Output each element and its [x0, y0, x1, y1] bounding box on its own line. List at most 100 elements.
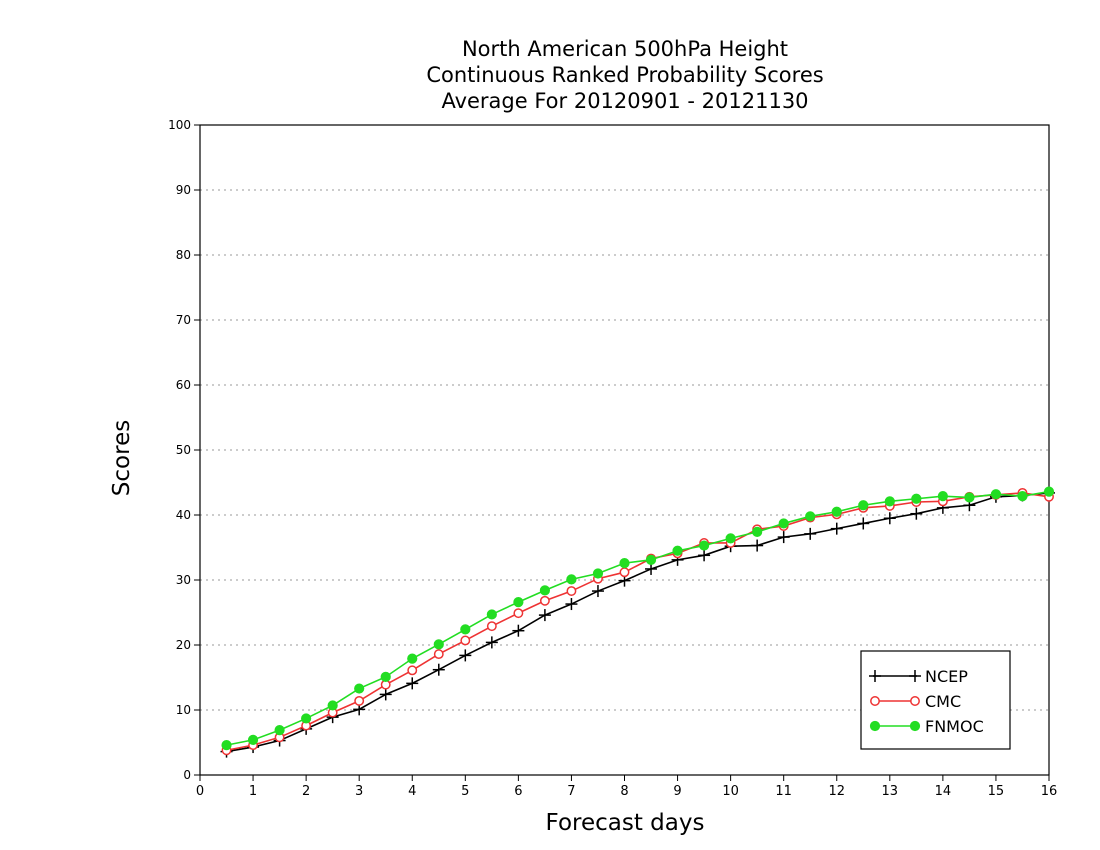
- x-tick-label-14: 14: [935, 784, 952, 799]
- point-cmc-10: [486, 621, 497, 632]
- point-fnmoc-26: [911, 493, 922, 504]
- point-cmc-7: [407, 665, 418, 676]
- chart-title-line-1: North American 500hPa Height: [461, 37, 789, 61]
- point-fnmoc-11: [513, 597, 524, 608]
- x-axis-label: Forecast days: [545, 810, 705, 836]
- legend-marker-cmc-a: [870, 696, 880, 706]
- x-tick-label-12: 12: [828, 784, 845, 799]
- point-fnmoc-29: [990, 489, 1002, 500]
- point-ncep-21: [777, 531, 790, 544]
- x-tick-label-6: 6: [514, 784, 522, 799]
- point-fnmoc-16: [645, 554, 657, 565]
- y-tick-label-80: 80: [176, 248, 191, 262]
- y-tick-label-100: 100: [168, 118, 191, 132]
- point-cmc-12: [539, 595, 550, 606]
- y-tick-label-20: 20: [176, 638, 191, 652]
- legend-marker-ncep-a: [869, 670, 881, 682]
- x-tick-label-3: 3: [355, 784, 363, 799]
- point-ncep-22: [804, 527, 817, 540]
- point-ncep-8: [432, 663, 445, 676]
- point-cmc-13: [566, 586, 577, 596]
- point-fnmoc-18: [698, 540, 710, 551]
- legend-label-cmc: CMC: [925, 692, 961, 711]
- legend-marker-fnmoc-b: [909, 720, 921, 732]
- y-tick-label-40: 40: [176, 508, 191, 522]
- y-tick-label-30: 30: [176, 573, 191, 587]
- point-fnmoc-28: [964, 492, 975, 503]
- point-cmc-9: [460, 635, 471, 646]
- legend-marker-ncep-b: [909, 670, 921, 682]
- point-ncep-6: [379, 688, 392, 701]
- point-fnmoc-30: [1017, 491, 1028, 502]
- point-fnmoc-2: [274, 725, 285, 736]
- point-ncep-18: [698, 549, 711, 562]
- x-tick-label-1: 1: [249, 784, 257, 799]
- point-fnmoc-0: [221, 740, 232, 751]
- point-ncep-7: [406, 677, 419, 690]
- x-tick-label-8: 8: [620, 784, 628, 799]
- chart-title-line-3: Average For 20120901 - 20121130: [441, 89, 809, 113]
- y-tick-label-50: 50: [176, 443, 191, 457]
- x-tick-label-13: 13: [882, 784, 899, 799]
- series-line-ncep: [226, 492, 1050, 753]
- x-tick-label-15: 15: [988, 784, 1005, 799]
- x-tick-label-5: 5: [461, 784, 469, 799]
- point-fnmoc-1: [247, 734, 259, 746]
- x-tick-label-0: 0: [196, 784, 204, 799]
- point-fnmoc-23: [831, 506, 842, 517]
- chart-title-line-2: Continuous Ranked Probability Scores: [426, 63, 824, 87]
- x-tick-label-7: 7: [567, 784, 575, 799]
- point-cmc-11: [513, 608, 524, 619]
- point-cmc-8: [433, 649, 444, 660]
- point-ncep-26: [910, 507, 923, 520]
- point-cmc-5: [354, 695, 365, 706]
- point-ncep-9: [459, 649, 472, 662]
- point-fnmoc-14: [592, 568, 604, 579]
- point-ncep-25: [883, 512, 896, 525]
- y-tick-label-60: 60: [176, 378, 191, 392]
- point-fnmoc-7: [407, 653, 418, 664]
- point-fnmoc-25: [884, 496, 895, 507]
- x-tick-label-10: 10: [722, 784, 739, 799]
- legend-marker-fnmoc-a: [869, 720, 881, 732]
- point-fnmoc-6: [380, 671, 391, 682]
- y-tick-label-90: 90: [176, 183, 191, 197]
- x-tick-label-16: 16: [1041, 784, 1058, 799]
- point-ncep-16: [645, 562, 658, 575]
- point-fnmoc-15: [619, 558, 630, 569]
- point-fnmoc-9: [460, 624, 471, 635]
- legend-label-ncep: NCEP: [925, 667, 968, 686]
- point-ncep-13: [565, 598, 578, 611]
- point-fnmoc-5: [354, 683, 365, 694]
- point-ncep-11: [512, 624, 525, 637]
- point-fnmoc-21: [778, 518, 789, 529]
- point-fnmoc-3: [301, 713, 312, 724]
- point-cmc-15: [619, 567, 630, 578]
- point-fnmoc-12: [539, 585, 551, 596]
- x-tick-label-4: 4: [408, 784, 416, 799]
- point-fnmoc-10: [486, 609, 497, 620]
- point-ncep-12: [538, 609, 551, 622]
- point-ncep-10: [485, 636, 498, 649]
- x-tick-label-2: 2: [302, 784, 310, 799]
- point-ncep-23: [830, 522, 843, 535]
- y-tick-label-70: 70: [176, 313, 191, 327]
- point-fnmoc-8: [433, 639, 444, 650]
- legend-marker-cmc-b: [910, 696, 920, 706]
- point-ncep-24: [857, 517, 870, 530]
- point-ncep-20: [751, 539, 764, 552]
- point-fnmoc-19: [725, 533, 736, 544]
- point-fnmoc-17: [672, 545, 683, 556]
- point-fnmoc-27: [937, 491, 948, 502]
- point-fnmoc-22: [805, 511, 816, 522]
- legend-box: [860, 650, 1011, 750]
- point-fnmoc-20: [752, 526, 763, 538]
- y-tick-label-10: 10: [176, 703, 191, 717]
- point-fnmoc-4: [327, 700, 338, 711]
- x-tick-label-9: 9: [673, 784, 681, 799]
- legend-label-fnmoc: FNMOC: [925, 717, 984, 736]
- point-fnmoc-24: [858, 500, 869, 511]
- point-fnmoc-31: [1043, 486, 1055, 497]
- y-tick-label-0: 0: [183, 768, 191, 782]
